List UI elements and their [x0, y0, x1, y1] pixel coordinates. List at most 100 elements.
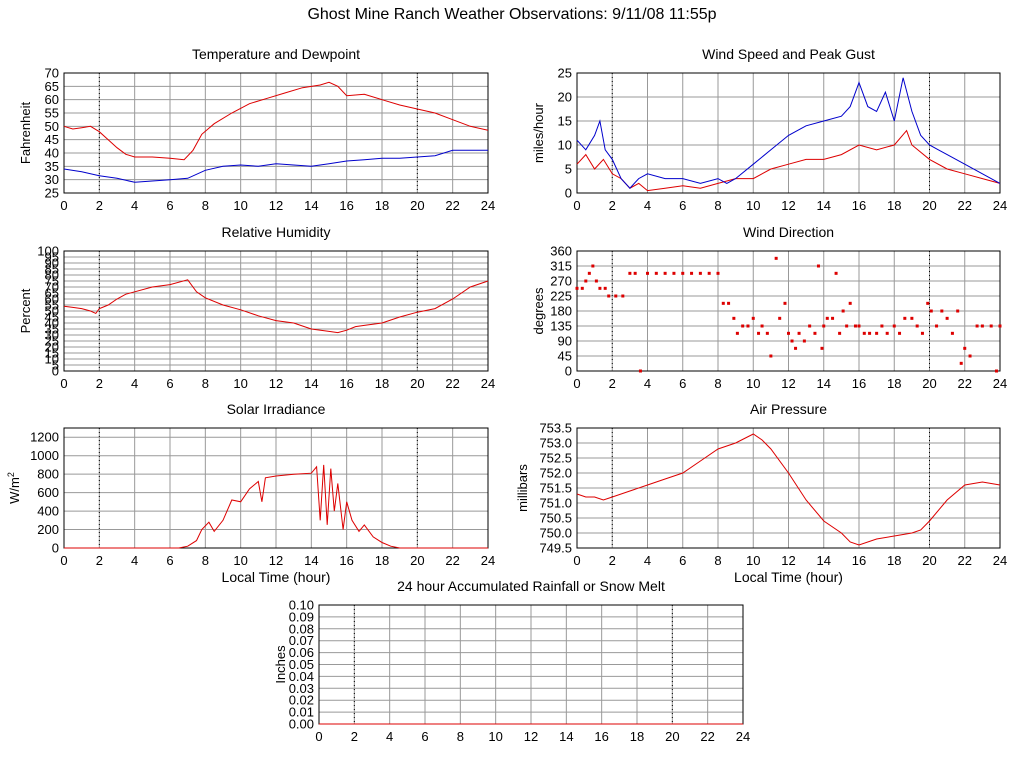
data-point	[690, 271, 694, 275]
x-tick-label: 18	[375, 553, 389, 568]
y-tick-label: 0.09	[289, 609, 314, 624]
data-point	[838, 331, 842, 335]
data-point	[757, 331, 761, 335]
plot-frame	[576, 250, 1001, 372]
x-tick-label: 16	[339, 553, 353, 568]
data-point	[841, 309, 845, 313]
data-point	[920, 331, 924, 335]
data-point	[783, 301, 787, 305]
y-tick-label: 200	[37, 522, 59, 537]
chart-solar: 0 2 4 6 8 10 12 14 16 18 20 22 240200400600800100012…	[6, 401, 495, 585]
y-tick-label: 751.0	[539, 496, 572, 511]
data-point	[672, 271, 676, 275]
x-axis-label: Local Time (hour)	[734, 569, 843, 585]
y-tick-label: 45	[45, 310, 59, 325]
y-tick-label: 753.0	[539, 436, 572, 451]
chart-rainfall: 0 2 4 6 8 10 12 14 16 18 20 22 240.000.010.020.030.0…	[273, 578, 750, 744]
y-tick-label: 225	[550, 289, 572, 304]
data-point	[857, 324, 861, 328]
chart-title: Solar Irradiance	[227, 401, 326, 417]
y-tick-label: 30	[45, 328, 59, 343]
x-tick-label: 14	[304, 553, 318, 568]
data-point	[681, 271, 685, 275]
x-tick-label: 24	[481, 553, 495, 568]
x-tick-label: 10	[746, 376, 760, 391]
x-tick-label: 14	[817, 553, 831, 568]
chart-title: Air Pressure	[750, 401, 827, 417]
data-point	[774, 256, 778, 260]
y-tick-label: 600	[37, 485, 59, 500]
x-tick-label: 6	[421, 729, 428, 744]
y-tick-label: 270	[550, 274, 572, 289]
x-tick-label: 8	[714, 198, 721, 213]
y-tick-label: 50	[45, 304, 59, 319]
data-point	[956, 309, 960, 313]
data-point	[621, 294, 625, 298]
x-tick-label: 4	[386, 729, 393, 744]
y-axis-label: Percent	[18, 288, 33, 333]
y-tick-label: 5	[565, 162, 572, 177]
x-tick-label: 0	[573, 553, 580, 568]
y-tick-label: 0.05	[289, 657, 314, 672]
x-tick-label: 18	[375, 376, 389, 391]
y-tick-label: 1000	[30, 448, 59, 463]
x-axis-label: Local Time (hour)	[222, 569, 331, 585]
x-tick-label: 20	[410, 376, 424, 391]
data-point	[831, 316, 835, 320]
chart-pressure: 0 2 4 6 8 10 12 14 16 18 20 22 24749.5750.0750.5751.…	[515, 401, 1007, 585]
x-tick-label: 0	[573, 198, 580, 213]
y-tick-label: 25	[45, 186, 59, 201]
x-tick-label: 10	[488, 729, 502, 744]
x-tick-label: 18	[630, 729, 644, 744]
data-point	[813, 331, 817, 335]
data-point	[892, 324, 896, 328]
data-point	[994, 369, 998, 373]
x-tick-label: 2	[609, 553, 616, 568]
x-tick-label: 22	[958, 553, 972, 568]
x-tick-label: 24	[481, 376, 495, 391]
data-point	[633, 271, 637, 275]
y-tick-label: 753.5	[539, 421, 572, 436]
y-tick-label: 15	[558, 114, 572, 129]
data-point	[875, 331, 879, 335]
y-tick-label: 65	[45, 79, 59, 94]
x-tick-label: 16	[852, 198, 866, 213]
data-point	[845, 324, 849, 328]
series-line-1	[576, 77, 1001, 189]
data-point	[760, 324, 764, 328]
x-tick-label: 4	[131, 553, 138, 568]
x-tick-label: 8	[202, 198, 209, 213]
data-point	[950, 331, 954, 335]
y-tick-label: 50	[45, 119, 59, 134]
series-line-0	[64, 464, 488, 549]
x-tick-label: 10	[233, 553, 247, 568]
x-tick-label: 2	[609, 198, 616, 213]
x-tick-label: 6	[679, 553, 686, 568]
x-tick-label: 20	[410, 553, 424, 568]
y-tick-label: 749.5	[539, 541, 572, 556]
y-tick-label: 750.5	[539, 511, 572, 526]
y-tick-label: 35	[45, 322, 59, 337]
y-tick-label: 0.03	[289, 681, 314, 696]
y-tick-label: 180	[550, 304, 572, 319]
y-tick-label: 25	[45, 334, 59, 349]
x-tick-label: 10	[233, 198, 247, 213]
y-tick-label: 20	[45, 340, 59, 355]
y-tick-label: 60	[45, 292, 59, 307]
y-tick-label: 80	[45, 268, 59, 283]
data-point	[794, 346, 798, 350]
x-tick-label: 10	[233, 376, 247, 391]
data-point	[825, 316, 829, 320]
y-tick-label: 90	[45, 256, 59, 271]
y-tick-label: 5	[52, 358, 59, 373]
x-tick-label: 8	[714, 376, 721, 391]
x-tick-label: 0	[315, 729, 322, 744]
y-tick-label: 25	[558, 66, 572, 81]
data-point	[963, 346, 967, 350]
x-tick-label: 10	[746, 198, 760, 213]
x-tick-label: 12	[781, 553, 795, 568]
data-point	[587, 271, 591, 275]
data-point	[751, 316, 755, 320]
data-point	[915, 324, 919, 328]
